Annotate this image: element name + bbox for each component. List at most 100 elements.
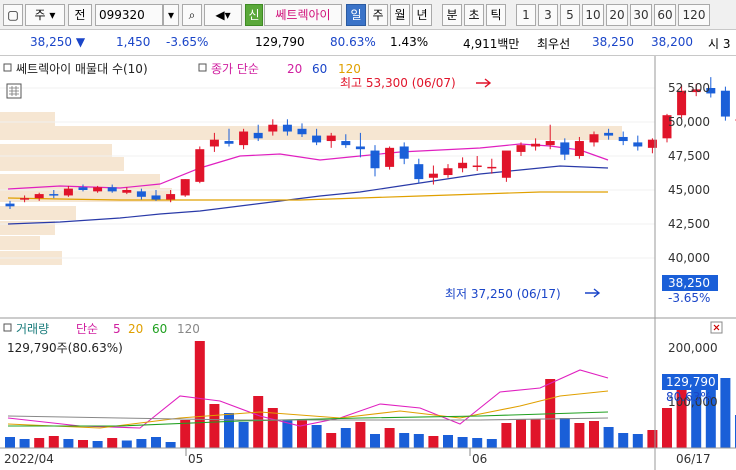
volume-bar <box>413 434 424 448</box>
ma-toggle-icon[interactable] <box>198 63 207 72</box>
candle-body <box>720 90 730 117</box>
candle-body <box>312 135 322 143</box>
candle-body <box>472 165 482 168</box>
volume-bar <box>92 441 103 448</box>
candle-body <box>34 194 44 199</box>
period-day[interactable]: 일 <box>346 4 366 26</box>
best-bid: 38,200 <box>651 35 693 49</box>
search-icon[interactable]: ⌕ <box>182 4 202 26</box>
volume-bar <box>691 388 702 448</box>
speaker-icon[interactable]: ◀▾ <box>204 4 242 26</box>
volume-bar <box>516 419 526 448</box>
candle-body <box>122 190 132 193</box>
last-price-pct: -3.65% <box>668 291 710 305</box>
candle-body <box>93 187 103 192</box>
candle-body <box>78 187 88 190</box>
volume-bar <box>253 396 264 448</box>
volume-bar <box>618 433 629 448</box>
panel-toggle-icon[interactable] <box>3 63 12 72</box>
volume-profile-bar <box>0 157 124 171</box>
x-tick-apr: 2022/04 <box>4 452 54 466</box>
candle-body <box>385 147 395 167</box>
volume-profile-bar <box>0 206 76 220</box>
interval-3[interactable]: 3 <box>538 4 558 26</box>
market-select[interactable]: 주 ▾ <box>25 4 65 26</box>
volume-bar <box>48 436 59 448</box>
volume-bar <box>267 408 278 448</box>
code-dropdown-icon[interactable]: ▾ <box>163 4 179 26</box>
volume-toggle-icon[interactable] <box>3 323 12 332</box>
candlesticks <box>5 77 736 210</box>
candle-body <box>574 141 584 156</box>
period-second[interactable]: 초 <box>464 4 484 26</box>
volume-current: 129,790주(80.63%) <box>7 341 123 355</box>
candle-body <box>618 136 628 142</box>
turnover-ratio: 1.43% <box>390 35 429 49</box>
code-type-button[interactable]: 전 <box>68 4 92 26</box>
new-button[interactable]: 신 <box>245 4 263 26</box>
volume-tick: 100,000 <box>668 395 718 409</box>
volume-bar <box>647 430 658 448</box>
interval-120[interactable]: 120 <box>678 4 710 26</box>
price-axis: 52,500 50,000 47,500 45,000 42,500 40,00… <box>668 81 710 265</box>
candle-body <box>63 188 73 196</box>
interval-5[interactable]: 5 <box>560 4 580 26</box>
candle-body <box>239 131 249 146</box>
last-price-value: 38,250 <box>668 276 710 290</box>
x-tick-last: 06/17 <box>676 452 711 466</box>
price-tick: 47,500 <box>668 149 710 163</box>
candle-body <box>151 195 161 200</box>
period-week[interactable]: 주 <box>368 4 388 26</box>
interval-20[interactable]: 20 <box>606 4 628 26</box>
volume-bar <box>224 413 234 448</box>
interval-10[interactable]: 10 <box>582 4 604 26</box>
candle-body <box>282 124 292 132</box>
volume-profile-bar <box>0 144 112 158</box>
candle-body <box>253 132 263 139</box>
x-tick-jun: 06 <box>472 452 487 466</box>
volume-ma-120: 120 <box>177 322 200 336</box>
low-arrow-icon <box>585 288 601 298</box>
volume-bar <box>501 423 512 448</box>
volume-profile-bar <box>0 236 40 250</box>
quote-bar: 38,250 ▼ 1,450 -3.65% 129,790 80.63% 1.4… <box>0 30 736 56</box>
volume-ma-5: 5 <box>113 322 121 336</box>
close-icon-x <box>713 324 720 331</box>
period-year[interactable]: 년 <box>412 4 432 26</box>
candle-body <box>297 128 307 135</box>
candle-body <box>5 203 15 207</box>
ma-60-label: 60 <box>312 62 327 76</box>
interval-1[interactable]: 1 <box>516 4 536 26</box>
candle-body <box>633 142 643 147</box>
volume-ma120-line <box>7 415 609 421</box>
period-month[interactable]: 월 <box>390 4 410 26</box>
period-minute[interactable]: 분 <box>442 4 462 26</box>
interval-60[interactable]: 60 <box>654 4 676 26</box>
best-quote-label: 최우선 <box>537 37 571 51</box>
last-price-badge <box>662 275 718 291</box>
volume-ma-60: 60 <box>152 322 167 336</box>
candle-body <box>516 145 526 152</box>
volume-bar <box>632 434 643 448</box>
interval-30[interactable]: 30 <box>630 4 652 26</box>
stock-chart[interactable]: 쎄트렉아이 매물대 수(10) 종가 단순 20 60 120 최고 53,30… <box>0 56 736 470</box>
price-change-pct: -3.65% <box>166 35 209 49</box>
stock-code-input[interactable] <box>95 4 163 26</box>
volume-bar <box>530 419 541 448</box>
high-arrow-icon <box>476 78 492 88</box>
candle-body <box>268 124 278 132</box>
window-icon[interactable]: ▢ <box>3 4 23 26</box>
volume-bar <box>5 437 15 448</box>
candle-body <box>706 88 716 94</box>
volume-bar <box>340 428 351 448</box>
candle-body <box>414 164 424 180</box>
candle-body <box>355 146 365 150</box>
period-tick[interactable]: 틱 <box>486 4 506 26</box>
candle-body <box>20 198 30 200</box>
stock-code-field[interactable] <box>96 5 162 25</box>
last-volume-badge <box>662 374 718 390</box>
candle-body <box>428 173 438 178</box>
price-tick: 50,000 <box>668 115 710 129</box>
volume-bar <box>78 440 88 448</box>
volume-bar <box>486 439 497 448</box>
